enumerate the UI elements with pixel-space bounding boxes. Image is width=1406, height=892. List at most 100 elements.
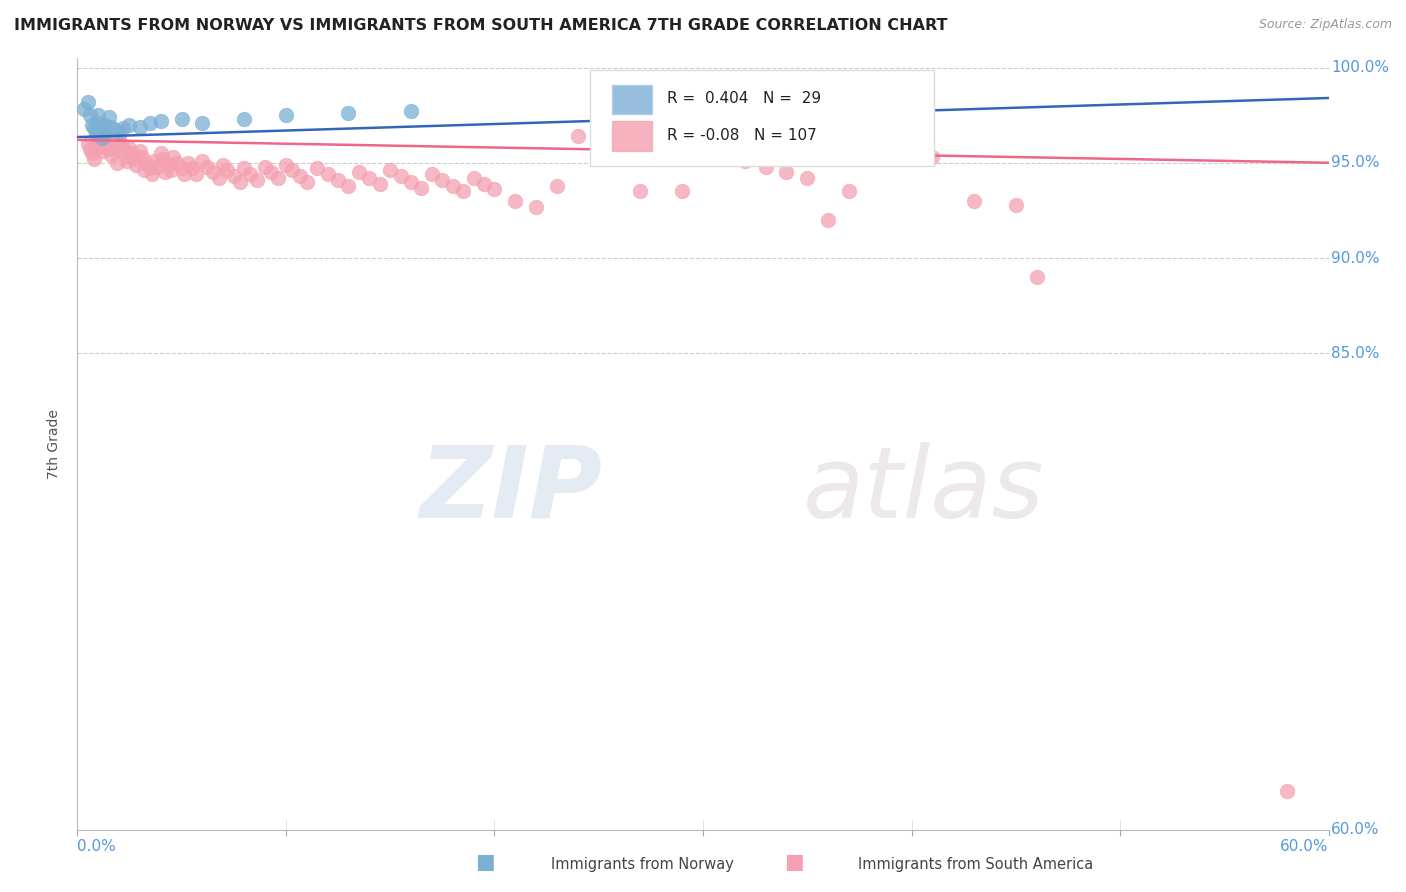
Point <box>524 200 547 214</box>
Point <box>838 185 860 199</box>
Text: R =  0.404   N =  29: R = 0.404 N = 29 <box>666 91 821 106</box>
Point <box>713 148 735 162</box>
Point <box>87 116 110 130</box>
Point <box>139 161 162 176</box>
Bar <box>612 121 652 151</box>
Text: Source: ZipAtlas.com: Source: ZipAtlas.com <box>1258 18 1392 31</box>
Point <box>166 155 188 169</box>
Point <box>181 161 204 176</box>
Point <box>1025 270 1047 285</box>
Point <box>859 95 882 109</box>
Point <box>152 152 174 166</box>
Point <box>817 213 839 227</box>
Point <box>195 160 218 174</box>
Point <box>420 167 443 181</box>
Point <box>451 185 474 199</box>
Text: 95.0%: 95.0% <box>1331 155 1379 170</box>
Text: 90.0%: 90.0% <box>1331 251 1379 266</box>
Point <box>87 127 110 141</box>
Point <box>83 121 105 136</box>
Point <box>114 148 136 162</box>
Point <box>1004 197 1026 211</box>
Point <box>104 123 127 137</box>
Point <box>692 143 714 157</box>
Point <box>246 173 269 187</box>
Point <box>101 135 124 149</box>
Point <box>399 175 422 189</box>
Text: ZIP: ZIP <box>420 442 603 539</box>
Text: Immigrants from Norway: Immigrants from Norway <box>551 857 734 872</box>
Point <box>89 138 111 153</box>
Point <box>129 145 152 159</box>
Point <box>463 171 485 186</box>
Text: Immigrants from South America: Immigrants from South America <box>858 857 1092 872</box>
Point <box>108 131 131 145</box>
Point <box>212 158 235 172</box>
Point <box>609 140 631 154</box>
Point <box>79 108 101 122</box>
Text: 85.0%: 85.0% <box>1331 346 1379 360</box>
Point <box>201 165 224 179</box>
Point <box>389 169 412 183</box>
Point <box>191 153 214 168</box>
Point <box>337 106 360 120</box>
Point <box>118 118 141 132</box>
Point <box>173 167 195 181</box>
Point <box>97 143 120 157</box>
Point <box>253 160 276 174</box>
Point <box>122 152 145 166</box>
Point <box>671 98 693 112</box>
Point <box>93 118 115 132</box>
Point <box>125 158 148 172</box>
Point <box>87 108 110 122</box>
Point <box>472 177 495 191</box>
Point <box>89 123 111 137</box>
Point <box>149 113 172 128</box>
Point <box>588 135 610 149</box>
Point <box>222 169 245 183</box>
Point <box>112 143 135 157</box>
Text: R = -0.08   N = 107: R = -0.08 N = 107 <box>666 128 817 143</box>
Point <box>145 160 167 174</box>
Point <box>91 131 114 145</box>
Point <box>118 140 141 154</box>
Point <box>110 136 132 151</box>
Point <box>97 110 120 124</box>
Point <box>143 153 166 168</box>
Point <box>121 146 143 161</box>
Text: 100.0%: 100.0% <box>1331 60 1389 75</box>
Point <box>108 125 131 139</box>
Point <box>160 163 183 178</box>
Point <box>83 152 105 166</box>
Point <box>432 173 454 187</box>
Point <box>84 127 107 141</box>
Point <box>650 136 672 151</box>
Point <box>108 125 131 139</box>
Point <box>326 173 349 187</box>
Point <box>72 103 94 117</box>
Point <box>567 129 589 144</box>
Point <box>260 165 283 179</box>
Text: ■: ■ <box>785 853 804 872</box>
Point <box>191 116 214 130</box>
Point <box>153 165 176 179</box>
Point <box>96 125 118 139</box>
Point <box>91 145 114 159</box>
Point <box>139 116 162 130</box>
Bar <box>612 85 652 114</box>
Point <box>80 146 103 161</box>
Point <box>963 194 986 208</box>
Point <box>503 194 526 208</box>
Point <box>129 120 152 134</box>
Point <box>295 175 318 189</box>
Point <box>900 145 922 159</box>
Point <box>76 95 98 109</box>
Point <box>170 161 193 176</box>
Point <box>112 121 135 136</box>
Point <box>734 153 756 168</box>
Point <box>229 175 252 189</box>
Point <box>233 112 256 126</box>
Point <box>754 160 776 174</box>
Point <box>546 178 568 193</box>
Text: ■: ■ <box>475 853 495 872</box>
